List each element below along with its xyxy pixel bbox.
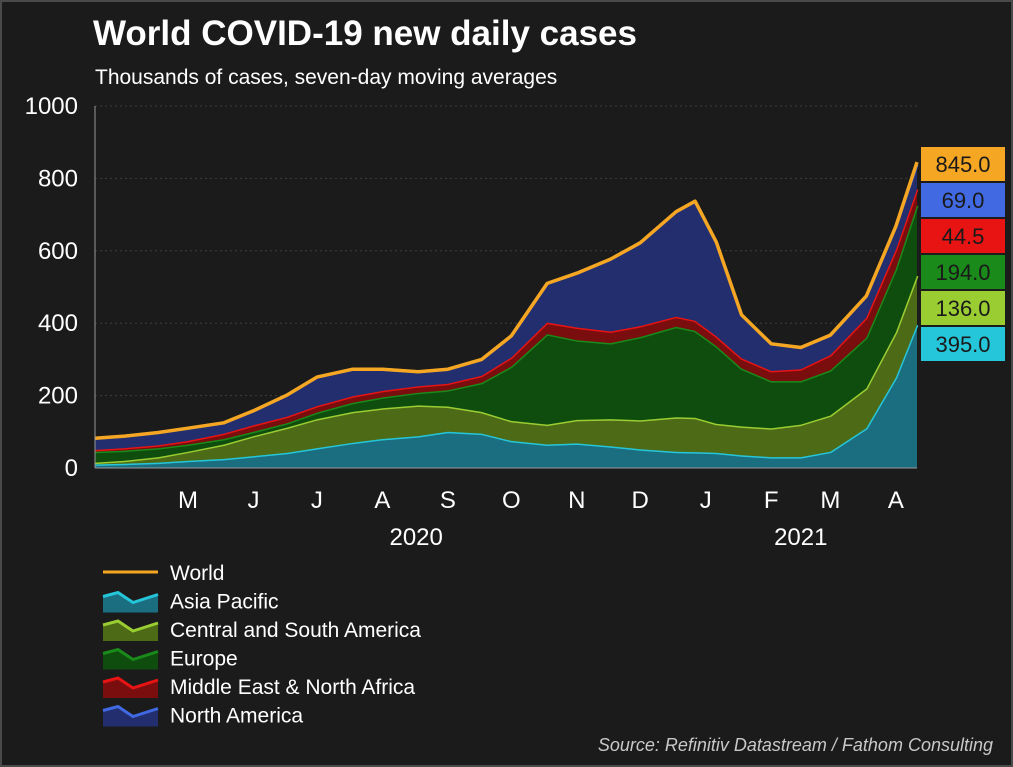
x-tick-label: A <box>374 487 390 514</box>
y-tick-label: 200 <box>38 383 78 410</box>
legend-swatch-line <box>102 619 159 633</box>
x-tick-label: A <box>888 487 904 514</box>
value-badges: 845.0 69.0 44.5 194.0 136.0 395.0 <box>921 147 1005 361</box>
x-tick-label: S <box>440 487 456 514</box>
value-badge-label: 845.0 <box>935 152 990 177</box>
value-badge <box>921 327 1005 361</box>
x-tick-label: M <box>178 487 198 514</box>
value-badge-label: 44.5 <box>942 224 985 249</box>
legend-swatch-line <box>102 590 159 605</box>
stacked-areas <box>94 161 919 468</box>
area-central-and-south-america <box>95 275 917 465</box>
legend-label: Central and South America <box>170 619 421 642</box>
area-europe <box>95 205 917 463</box>
x-tick-label: O <box>502 487 521 514</box>
year-label: 2020 <box>389 524 442 551</box>
x-tick-label: J <box>311 487 323 514</box>
legend-swatch-line <box>102 676 159 690</box>
line-world <box>94 161 919 441</box>
value-badge <box>921 291 1005 325</box>
value-badge <box>921 183 1005 217</box>
y-tick-label: 1000 <box>25 93 78 120</box>
y-tick-label: 400 <box>38 310 78 337</box>
y-tick-label: 0 <box>65 455 78 482</box>
x-tick-label: J <box>247 487 259 514</box>
value-badge-label: 194.0 <box>935 260 990 285</box>
value-badge <box>921 147 1005 181</box>
legend-swatch-line <box>102 704 159 719</box>
value-badge-label: 69.0 <box>942 188 985 213</box>
legend-label: Europe <box>170 648 238 671</box>
value-badge-label: 136.0 <box>935 296 990 321</box>
legend-swatch-line <box>102 647 159 662</box>
x-tick-label: M <box>820 487 840 514</box>
x-tick-label: J <box>700 487 712 514</box>
legend: World Asia Pacific Central and South Ameri… <box>102 562 421 728</box>
legend-label: Middle East & North Africa <box>170 676 415 699</box>
legend-label: North America <box>170 705 303 728</box>
chart-subtitle: Thousands of cases, seven-day moving ave… <box>95 66 558 89</box>
chart-title: World COVID-19 new daily cases <box>93 14 637 53</box>
legend-label: World <box>170 562 224 585</box>
axes: 0 200 400 600 800 1000 M J J A S O N D J F M A 2020 2021 <box>25 93 917 551</box>
value-badge-label: 395.0 <box>935 332 990 357</box>
y-tick-label: 600 <box>38 238 78 265</box>
area-asia-pacific <box>95 325 917 468</box>
x-tick-label: N <box>568 487 585 514</box>
value-badge <box>921 255 1005 289</box>
source-note: Source: Refinitiv Datastream / Fathom Co… <box>597 735 993 755</box>
value-badge <box>921 219 1005 253</box>
x-tick-label: D <box>632 487 649 514</box>
year-label: 2021 <box>774 524 827 551</box>
x-tick-label: F <box>764 487 779 514</box>
y-tick-label: 800 <box>38 165 78 192</box>
legend-label: Asia Pacific <box>170 591 279 614</box>
